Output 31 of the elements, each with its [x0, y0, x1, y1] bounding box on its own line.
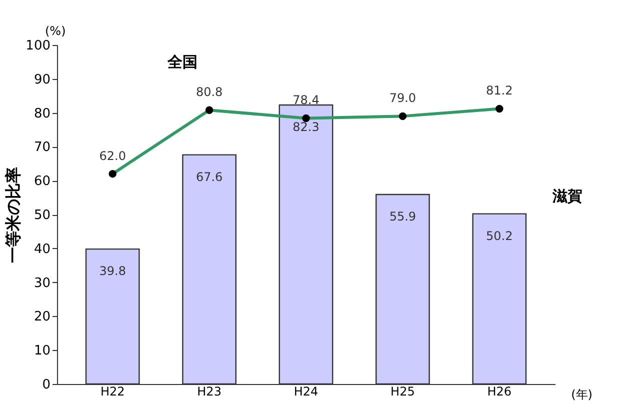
x-tick-label: H25: [390, 384, 415, 398]
y-axis-title: 一等米の比率: [4, 167, 23, 263]
x-axis-title: (年): [571, 388, 592, 402]
series-label: 滋賀: [551, 186, 582, 205]
text: 全国: [166, 52, 198, 71]
data-label: 81.2: [486, 84, 513, 98]
y-tick-label: 50: [34, 208, 50, 223]
x-tick-label: H24: [294, 384, 318, 398]
y-tick-label: 40: [34, 242, 50, 257]
data-label: 62.0: [99, 148, 126, 163]
y-tick-label: 100: [26, 38, 50, 54]
data-label: 79.0: [389, 91, 416, 106]
data-label: 55.9: [389, 210, 416, 224]
y-tick-label: 20: [34, 310, 50, 325]
y-tick-label: 60: [34, 174, 50, 190]
data-label: 80.8: [196, 85, 223, 100]
data-label: 82.3: [292, 120, 320, 134]
y-tick-label: 90: [34, 72, 50, 88]
x-tick-label: H26: [487, 384, 512, 398]
data-label: 78.4: [292, 93, 320, 108]
y-tick-label: 80: [34, 106, 50, 122]
text: (%): [45, 24, 66, 38]
data-label: 50.2: [486, 228, 513, 243]
y-tick-label: 70: [34, 140, 50, 156]
data-label: 39.8: [99, 264, 126, 278]
y-tick-label: 10: [34, 344, 50, 359]
x-tick-label: H22: [100, 384, 125, 398]
data-label: 67.6: [196, 170, 223, 184]
y-tick-label: 30: [34, 276, 50, 291]
y-tick-label: 0: [42, 378, 50, 392]
x-tick-label: H23: [197, 384, 222, 398]
